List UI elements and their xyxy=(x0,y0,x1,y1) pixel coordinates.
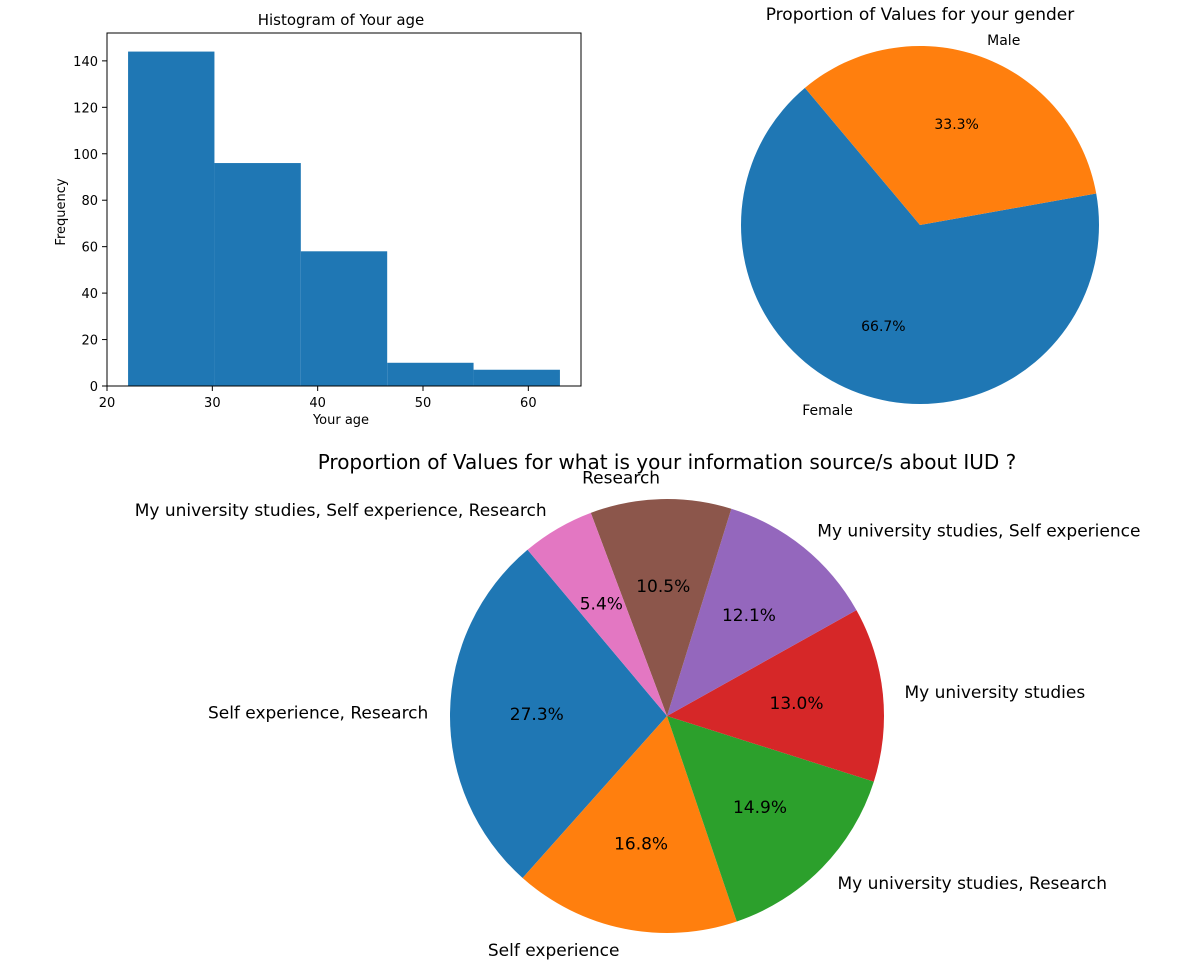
histogram-x-axis-label: Your age xyxy=(312,413,369,428)
pie-percent-label: 16.8% xyxy=(614,835,668,855)
pie-category-label: Self experience xyxy=(488,941,620,961)
gender-pie-chart: Proportion of Values for your gender 66.… xyxy=(740,5,1099,419)
histogram-plot-frame xyxy=(106,32,582,387)
gender-pie-slices: 66.7% Female 33.3% Male xyxy=(740,33,1099,419)
pie-percent-label: 13.0% xyxy=(770,694,824,714)
pie-percent-label: 27.3% xyxy=(510,705,564,725)
pie-percent-label: 14.9% xyxy=(733,798,787,818)
y-tick-label: 100 xyxy=(73,148,98,163)
x-tick-label: 60 xyxy=(520,396,537,411)
pie-slice xyxy=(804,46,1097,226)
pie-category-label: My university studies, Research xyxy=(837,874,1107,894)
x-tick-label: 30 xyxy=(204,396,221,411)
pie-slice xyxy=(449,549,667,878)
y-tick-label: 60 xyxy=(81,241,98,256)
pie-percent-label: 33.3% xyxy=(934,117,978,133)
pie-category-label: My university studies, Self experience xyxy=(817,521,1140,541)
y-tick-label: 0 xyxy=(90,380,98,395)
histogram-y-ticks: 0 20 40 60 80 100 120 140 xyxy=(73,55,107,395)
pie-percent-label: 5.4% xyxy=(580,595,623,615)
pie-slice xyxy=(667,610,884,782)
y-tick-label: 40 xyxy=(81,287,98,302)
pie-percent-label: 10.5% xyxy=(636,577,690,597)
histogram-y-axis-label: Frequency xyxy=(54,178,69,245)
histogram-bars xyxy=(128,51,560,386)
histogram-bar xyxy=(300,251,388,386)
histogram-title: Histogram of Your age xyxy=(258,11,425,29)
histogram-bar xyxy=(214,163,301,386)
pie-category-label: Research xyxy=(582,468,660,488)
pie-slice xyxy=(590,499,732,716)
pie-category-label: Female xyxy=(802,403,853,419)
pie-category-label: Male xyxy=(987,33,1020,49)
pie-slice xyxy=(522,716,737,933)
pie-percent-label: 66.7% xyxy=(861,319,905,335)
gender-pie-title: Proportion of Values for your gender xyxy=(766,5,1075,25)
histogram-bar xyxy=(473,369,560,386)
iud-source-pie-chart: Proportion of Values for what is your in… xyxy=(135,450,1141,961)
pie-category-label: My university studies, Self experience, … xyxy=(135,501,547,521)
iud-pie-title: Proportion of Values for what is your in… xyxy=(318,450,1017,474)
y-tick-label: 20 xyxy=(81,334,98,349)
x-tick-label: 50 xyxy=(415,396,432,411)
y-tick-label: 80 xyxy=(81,194,98,209)
pie-slice xyxy=(667,716,874,922)
pie-percent-label: 12.1% xyxy=(722,606,776,626)
pie-slice xyxy=(740,87,1099,405)
histogram-bar xyxy=(387,362,474,386)
pie-category-label: My university studies xyxy=(904,683,1085,703)
y-tick-label: 140 xyxy=(73,55,98,70)
age-histogram: Histogram of Your age 20 30 40 50 60 0204060… xyxy=(54,11,582,428)
pie-slice xyxy=(527,512,667,716)
pie-category-label: Self experience, Research xyxy=(208,703,428,723)
x-tick-label: 40 xyxy=(309,396,326,411)
x-tick-label: 20 xyxy=(99,396,116,411)
histogram-bar xyxy=(128,51,215,386)
pie-slice xyxy=(667,508,857,716)
histogram-x-ticks: 20 30 40 50 60 xyxy=(99,386,537,411)
y-tick-label: 120 xyxy=(73,101,98,116)
iud-pie-slices: 27.3% Self experience, Research 16.8% Self … xyxy=(135,468,1141,961)
